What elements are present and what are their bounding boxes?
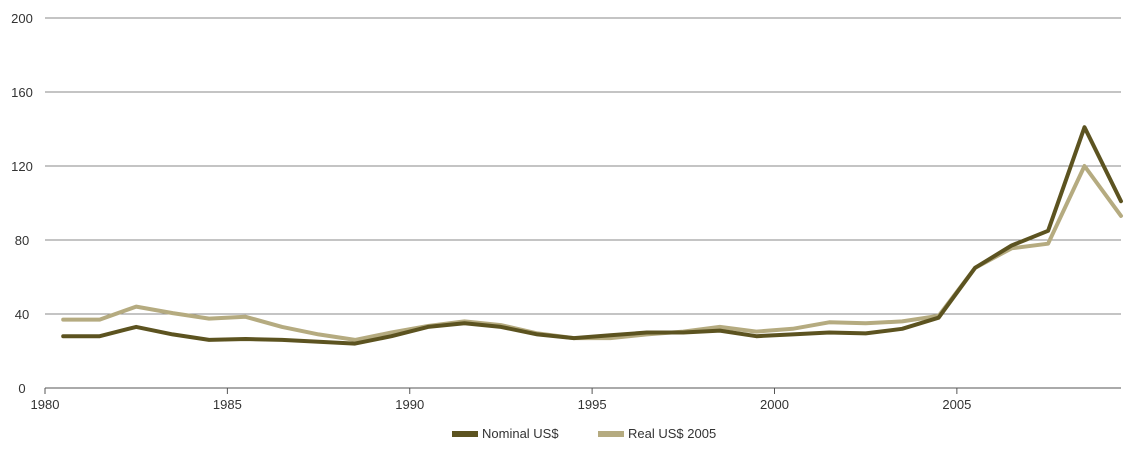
x-tick-label: 1995 — [578, 397, 607, 412]
y-tick-label: 120 — [11, 159, 33, 174]
legend-swatch — [452, 431, 478, 437]
y-tick-label: 40 — [15, 307, 29, 322]
y-tick-label: 80 — [15, 233, 29, 248]
legend-label: Real US$ 2005 — [628, 426, 716, 441]
y-tick-label: 0 — [18, 381, 25, 396]
series-lines — [61, 125, 1123, 346]
series-line-nominal-us — [61, 125, 1123, 346]
y-axis-tick-labels: 0 40 80 120 160 200 — [11, 11, 33, 396]
x-tick-label: 1990 — [395, 397, 424, 412]
legend-label: Nominal US$ — [482, 426, 559, 441]
x-tick-label: 1985 — [213, 397, 242, 412]
legend-swatch — [598, 431, 624, 437]
y-tick-label: 160 — [11, 85, 33, 100]
x-tick-label: 2000 — [760, 397, 789, 412]
x-tick-label: 1980 — [31, 397, 60, 412]
legend: Nominal US$ Real US$ 2005 — [452, 426, 716, 441]
x-axis-tick-labels: 1980 1985 1990 1995 2000 2005 — [31, 388, 971, 412]
y-tick-label: 200 — [11, 11, 33, 26]
gridlines — [45, 17, 1121, 315]
x-tick-label: 2005 — [942, 397, 971, 412]
